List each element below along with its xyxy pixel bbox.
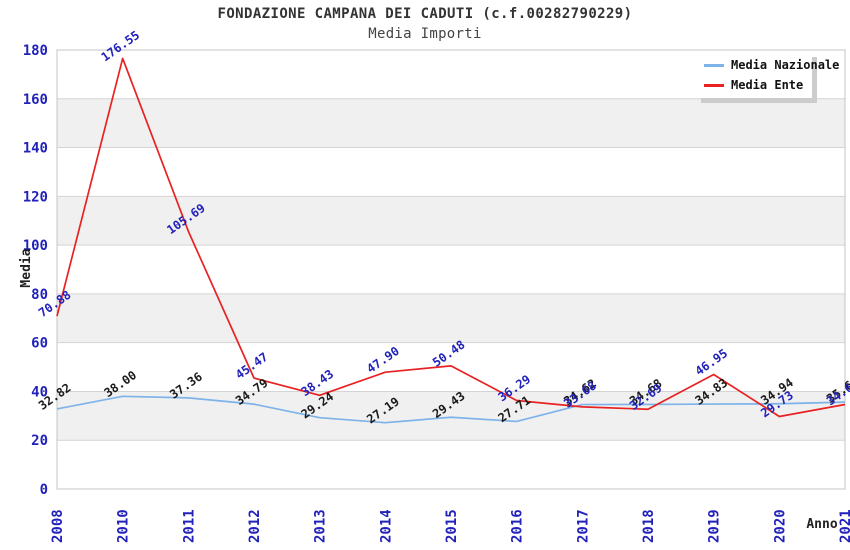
legend-label: Media Ente [731, 78, 804, 92]
media-ente-line-swatch-icon [704, 83, 724, 87]
y-tick-label: 0 [40, 482, 48, 498]
y-tick-label: 140 [23, 141, 48, 157]
x-tick-label: 2014 [378, 509, 394, 543]
x-tick-label: 2012 [247, 509, 263, 543]
series-line-media-ente [56, 57, 846, 418]
y-tick-label: 180 [23, 43, 48, 59]
plot-border [56, 49, 846, 490]
data-label-media-ente: 45.47 [233, 350, 271, 382]
y-tick-label: 100 [23, 238, 48, 254]
y-tick-label: 40 [31, 384, 48, 400]
x-tick-label: 2010 [116, 509, 132, 543]
data-label-media-ente: 46.95 [693, 346, 731, 378]
grid-band [57, 98, 845, 148]
chart-subtitle: Media Importi [368, 26, 482, 42]
grid-band [57, 391, 845, 441]
data-label-media-ente: 176.55 [99, 28, 143, 64]
x-tick-label: 2016 [510, 509, 526, 543]
grid-band [57, 196, 845, 246]
media-nazionale-line-swatch-icon [704, 63, 724, 67]
x-tick-label: 2018 [641, 509, 657, 543]
y-tick-label: 80 [31, 287, 48, 303]
legend-item-media-nazionale: Media Nazionale [696, 58, 839, 72]
x-axis-title: Anno [806, 517, 837, 532]
x-tick-label: 2017 [575, 509, 591, 543]
x-tick-label: 2015 [444, 509, 460, 543]
legend-item-media-ente: Media Ente [696, 78, 812, 92]
x-tick-label: 2019 [707, 509, 723, 543]
x-tick-label: 2020 [772, 509, 788, 543]
x-tick-label: 2011 [181, 509, 197, 543]
y-tick-label: 160 [23, 92, 48, 108]
y-tick-label: 60 [31, 336, 48, 352]
x-tick-label: 2021 [838, 509, 850, 543]
x-tick-label: 2008 [50, 509, 66, 543]
series-line-media-nazionale [56, 395, 846, 424]
legend: Media Nazionale Media Ente [696, 52, 839, 98]
y-tick-label: 20 [31, 433, 48, 449]
x-tick-label: 2013 [313, 509, 329, 543]
y-axis-title: Media [19, 248, 34, 287]
chart-title: FONDAZIONE CAMPANA DEI CADUTI (c.f.00282… [217, 6, 633, 22]
grid-band [57, 293, 845, 343]
legend-label: Media Nazionale [731, 58, 840, 72]
y-tick-label: 120 [23, 189, 48, 205]
